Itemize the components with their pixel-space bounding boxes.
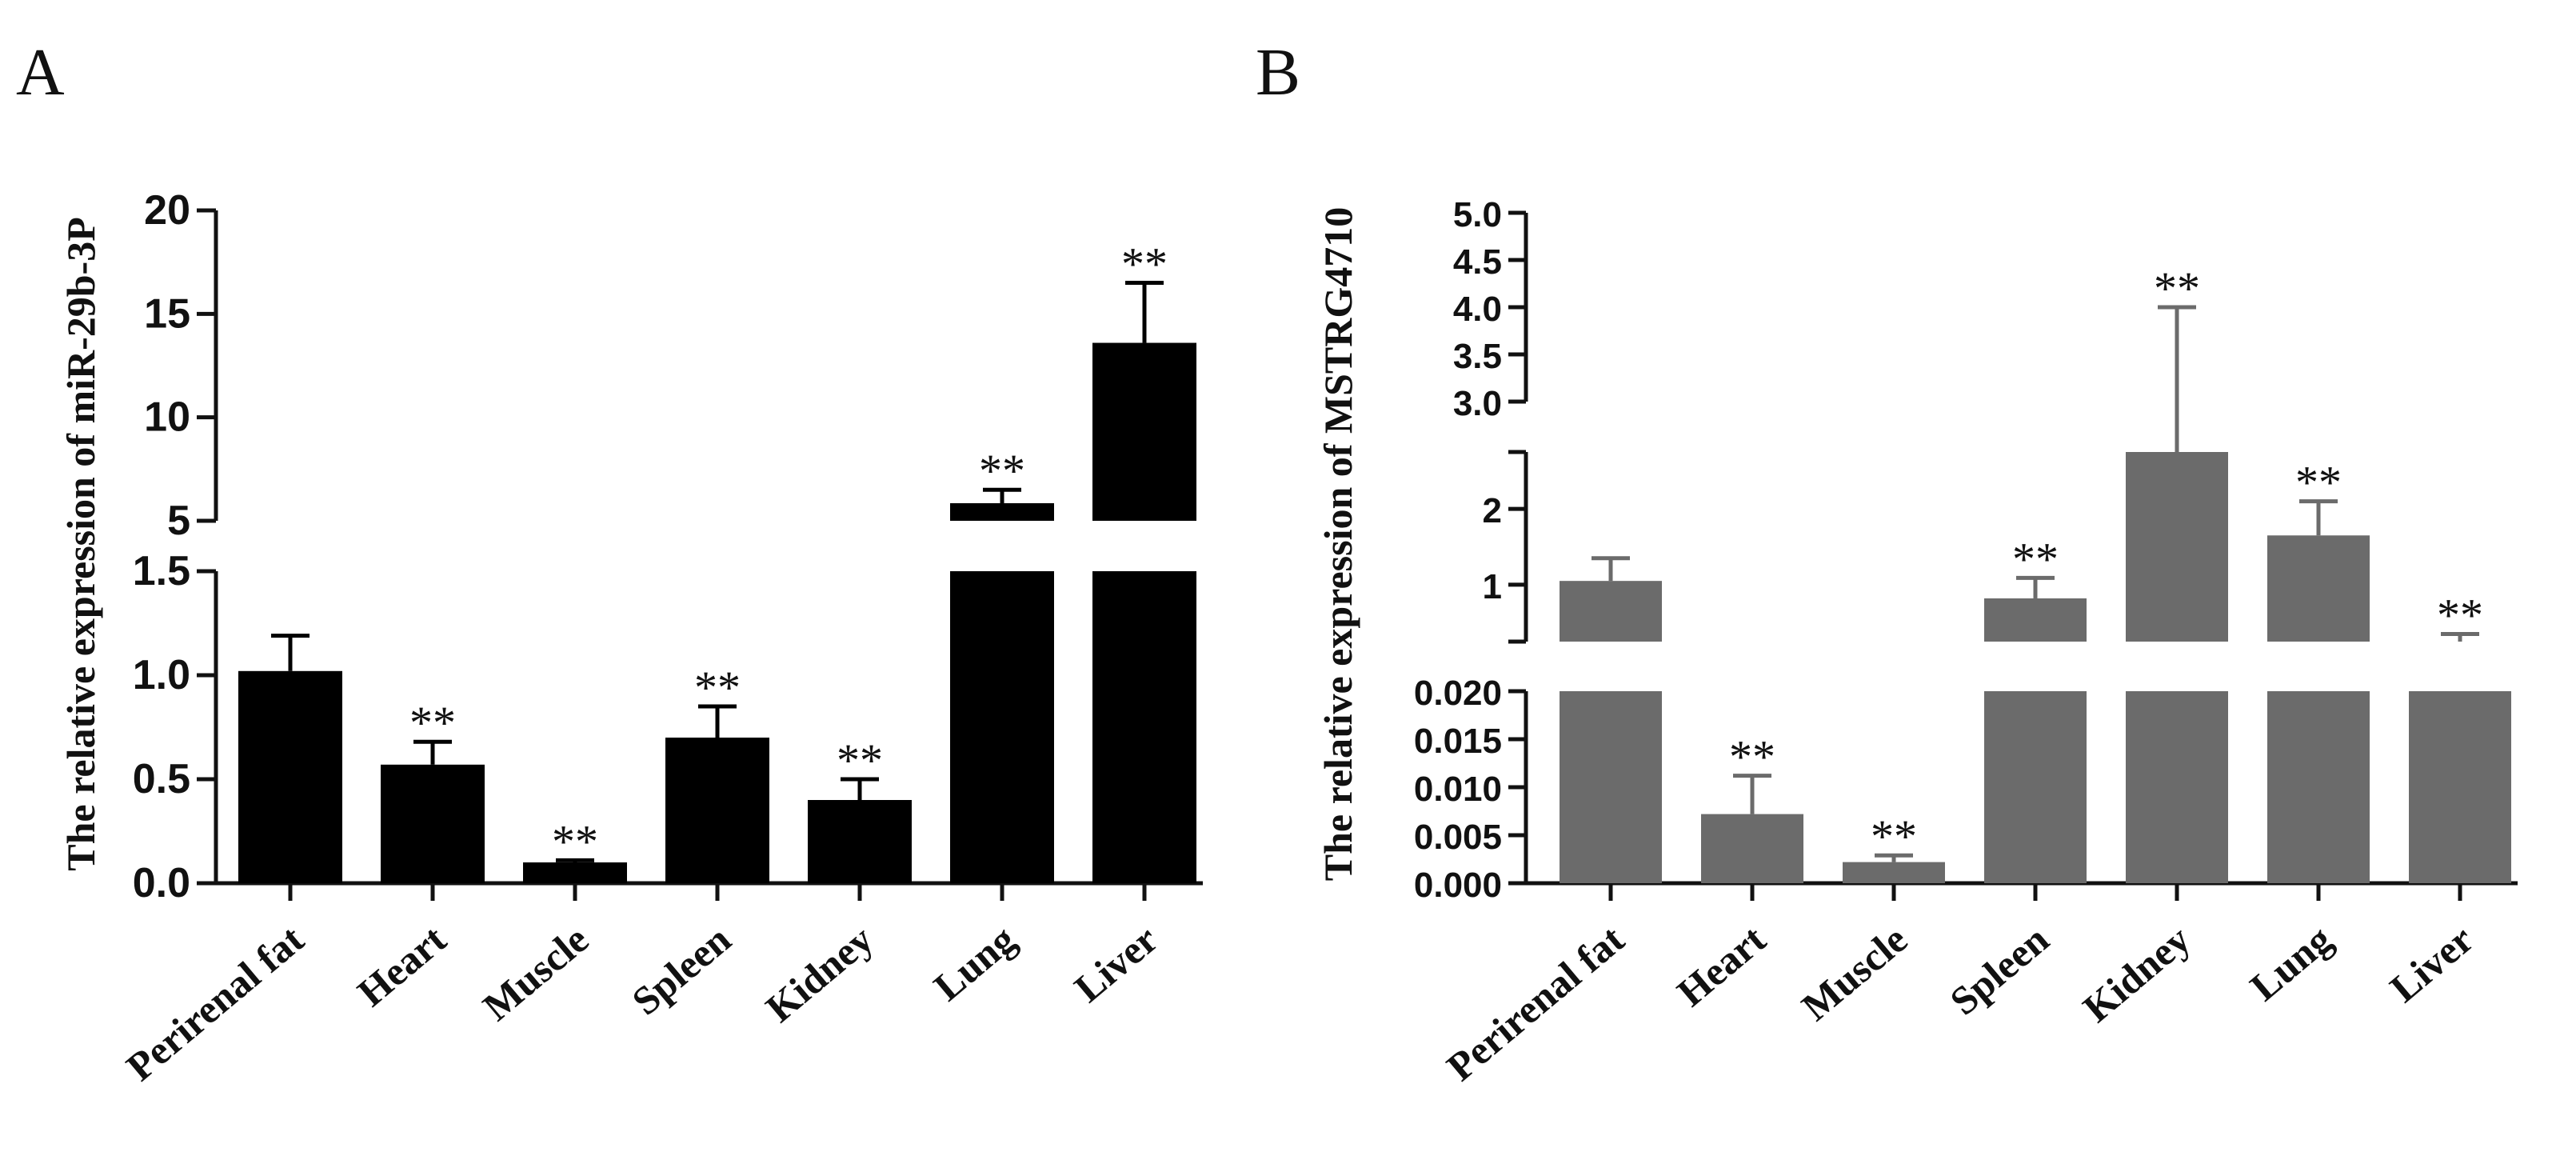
- y-axis-title: The relative expression of miR-29b-3P: [58, 217, 103, 871]
- y-tick-label: 0.015: [1414, 722, 1502, 761]
- y-tick-label: 15: [144, 290, 190, 337]
- x-tick-label: Muscle: [1793, 917, 1915, 1030]
- x-tick-label: Liver: [2382, 917, 2482, 1011]
- significance-label: **: [1729, 731, 1775, 783]
- y-tick-label: 4.5: [1453, 242, 1502, 282]
- y-tick-label: 5: [167, 498, 190, 544]
- significance-label: **: [409, 697, 456, 749]
- bar: [238, 670, 342, 883]
- y-tick-label: 1.0: [133, 652, 190, 698]
- x-tick-label: Heart: [349, 916, 454, 1014]
- y-tick-label: 3.5: [1453, 337, 1502, 376]
- bar: [1560, 581, 1662, 642]
- x-tick-label: Perirenal fat: [1438, 916, 1632, 1090]
- y-tick-label: 20: [144, 187, 190, 234]
- x-tick-label: Kidney: [2075, 917, 2199, 1031]
- significance-label: **: [694, 662, 741, 714]
- significance-label: **: [2295, 457, 2342, 509]
- x-tick-label: Heart: [1668, 916, 1774, 1014]
- bar: [950, 571, 1054, 883]
- y-tick-label: 0.0: [133, 860, 190, 906]
- bar: [2126, 452, 2228, 642]
- significance-label: **: [837, 734, 883, 786]
- x-tick-label: Muscle: [474, 917, 597, 1030]
- y-tick-label: 1.5: [133, 548, 190, 594]
- x-tick-label: Spleen: [1942, 916, 2058, 1023]
- significance-label: **: [979, 445, 1025, 497]
- bar: [2409, 691, 2511, 883]
- y-tick-label: 5.0: [1453, 195, 1502, 234]
- bar: [1092, 342, 1196, 521]
- significance-label: **: [2154, 262, 2200, 314]
- x-tick-label: Perirenal fat: [118, 916, 312, 1090]
- bar: [2267, 535, 2370, 642]
- y-tick-label: 1: [1483, 567, 1502, 606]
- bar: [381, 764, 485, 883]
- bar: [2126, 691, 2228, 883]
- y-tick-label: 0.000: [1414, 866, 1502, 905]
- x-tick-label: Kidney: [757, 917, 881, 1031]
- y-tick-label: 4.0: [1453, 290, 1502, 329]
- y-tick-label: 0.5: [133, 756, 190, 802]
- bar: [1560, 691, 1662, 883]
- y-tick-label: 0.005: [1414, 818, 1502, 857]
- bar: [1984, 691, 2087, 883]
- bar: [1701, 814, 1803, 883]
- y-tick-label: 3.0: [1453, 384, 1502, 423]
- panel-label-a: A: [16, 35, 65, 110]
- significance-label: **: [552, 815, 598, 867]
- x-tick-label: Lung: [925, 917, 1024, 1010]
- bar: [1092, 571, 1196, 883]
- y-tick-label: 0.010: [1414, 770, 1502, 809]
- bar: [665, 738, 769, 883]
- chart-panel-b: The relative expression of MSTRG4710 0.00…: [1316, 195, 2518, 1090]
- significance-label: **: [1871, 810, 1917, 862]
- y-tick-label: 2: [1483, 491, 1502, 530]
- bar: [950, 503, 1054, 521]
- bar: [1984, 598, 2087, 642]
- x-tick-label: Liver: [1066, 917, 1166, 1011]
- bar: [808, 800, 912, 883]
- bar: [1843, 862, 1945, 883]
- significance-label: **: [2012, 533, 2059, 585]
- significance-label: **: [2437, 590, 2483, 642]
- significance-label: **: [1121, 238, 1168, 290]
- chart-panel-a: The relative expression of miR-29b-3P 0.0…: [58, 187, 1203, 1090]
- x-tick-label: Spleen: [624, 916, 740, 1023]
- panel-label-b: B: [1256, 35, 1300, 110]
- bar: [523, 862, 627, 883]
- y-tick-label: 10: [144, 394, 190, 441]
- x-tick-label: Lung: [2242, 917, 2340, 1010]
- y-axis-title: The relative expression of MSTRG4710: [1316, 207, 1360, 882]
- bar: [2267, 691, 2370, 883]
- y-tick-label: 0.020: [1414, 674, 1502, 713]
